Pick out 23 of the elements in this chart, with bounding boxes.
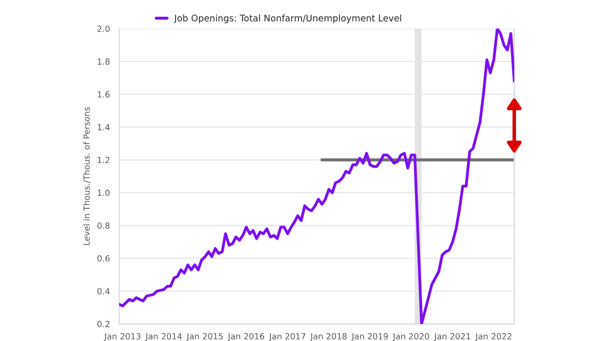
y-tick-label: 0.6: [97, 255, 110, 262]
y-tick-label: 1.6: [98, 91, 110, 98]
y-tick-label: 2.0: [98, 26, 110, 32]
x-tick-label: Jan 2015: [186, 333, 223, 341]
x-tick-label: Jan 2016: [228, 333, 264, 341]
x-tick-label: Jan 2013: [104, 333, 140, 341]
x-tick-label: Jan 2022: [475, 333, 512, 341]
y-tick-label: 0.8: [97, 222, 110, 229]
y-tick-label: 1.2: [98, 156, 110, 164]
x-tick-label: Jan 2014: [145, 333, 182, 341]
x-tick-label: Jan 2017: [268, 333, 306, 341]
y-axis-title: Level in Thous./Thous. of Persons: [83, 107, 90, 245]
line-series: [119, 28, 514, 324]
y-tick-label: 0.2: [97, 320, 110, 328]
y-tick-label: 0.4: [97, 288, 110, 294]
legend-label: Job Openings: Total Nonfarm/Unemployment Level: [174, 14, 402, 24]
y-tick-label: 1.8: [98, 58, 110, 65]
x-tick-label: Jan 2021: [434, 333, 470, 341]
y-tick-label: 1.0: [98, 190, 110, 196]
x-tick-label: Jan 2020: [392, 333, 430, 341]
y-tick-label: 1.4: [98, 124, 110, 130]
x-tick-label: Jan 2018: [310, 333, 347, 341]
x-tick-label: Jan 2019: [351, 333, 388, 341]
